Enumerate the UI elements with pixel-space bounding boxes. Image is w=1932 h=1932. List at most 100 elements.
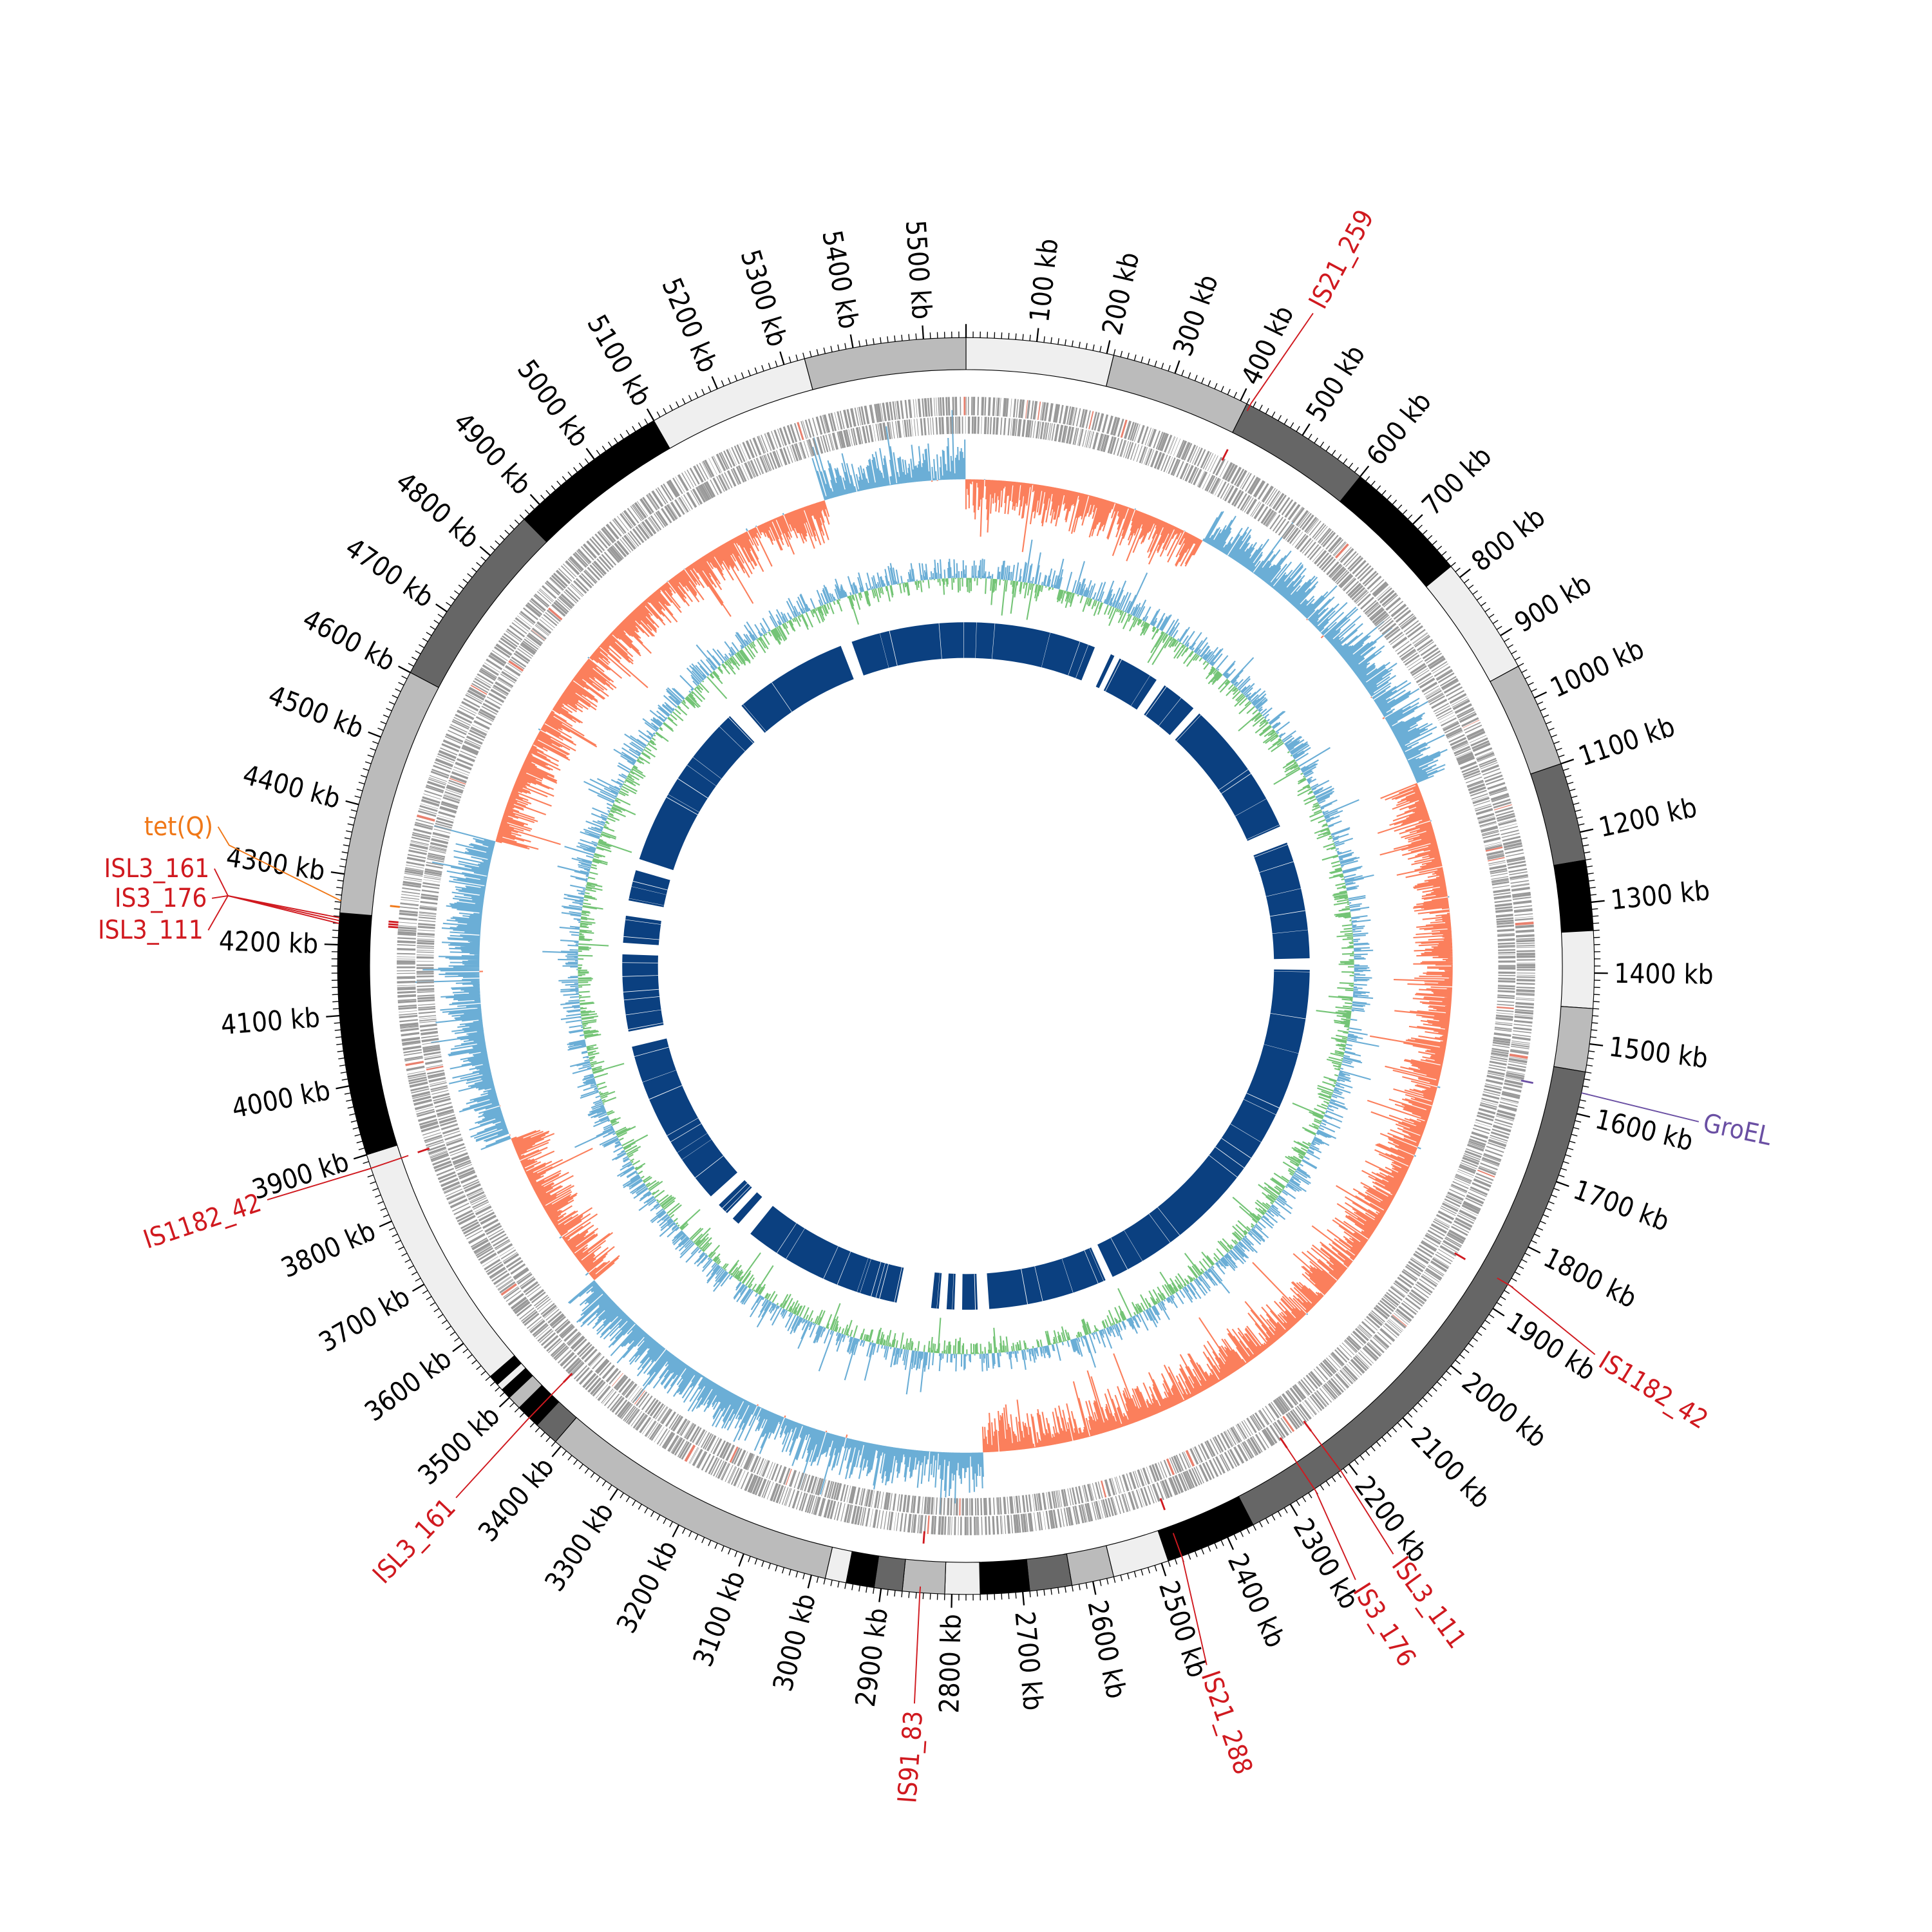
block-gap — [1235, 799, 1267, 817]
minor-tick — [1412, 1407, 1418, 1413]
block-gap — [634, 1046, 669, 1057]
block-gap — [1270, 1013, 1306, 1019]
minor-tick — [480, 1370, 486, 1376]
minor-tick — [360, 775, 367, 778]
minor-tick — [1320, 1484, 1325, 1491]
minor-tick — [1518, 663, 1524, 667]
minor-tick — [775, 1565, 778, 1572]
minor-tick — [837, 1581, 840, 1588]
gc-skew-negative — [412, 410, 1450, 1514]
homology-block — [987, 1247, 1106, 1309]
tick-label: 4800 kb — [390, 466, 486, 554]
minor-tick — [1586, 1065, 1593, 1066]
minor-tick — [688, 1531, 692, 1537]
leader-line — [267, 1155, 409, 1200]
minor-tick — [426, 632, 432, 636]
minor-tick — [1201, 377, 1204, 384]
minor-tick — [388, 1227, 395, 1231]
minor-tick — [1589, 887, 1596, 889]
minor-tick — [1271, 412, 1276, 418]
minor-tick — [356, 1141, 363, 1144]
minor-tick — [620, 433, 624, 440]
tick-label: 3000 kb — [767, 1590, 822, 1694]
minor-tick — [401, 676, 408, 679]
minor-tick — [1057, 338, 1059, 345]
minor-tick — [1588, 880, 1595, 882]
ideogram-segment — [1157, 1495, 1254, 1562]
minor-tick — [551, 1441, 556, 1447]
leader-line — [1581, 1092, 1700, 1122]
major-tick — [1577, 1113, 1591, 1118]
block-gap — [860, 1258, 871, 1293]
minor-tick — [669, 404, 673, 411]
block-gap — [823, 1246, 838, 1279]
minor-tick — [489, 545, 495, 551]
minor-tick — [1524, 676, 1531, 679]
minor-tick — [701, 1537, 705, 1544]
minor-tick — [1120, 1575, 1123, 1582]
minor-tick — [529, 1422, 535, 1428]
minor-tick — [887, 1589, 889, 1596]
minor-tick — [1528, 682, 1534, 686]
minor-tick — [1422, 529, 1428, 535]
minor-tick — [352, 1127, 359, 1130]
minor-tick — [437, 614, 444, 618]
minor-tick — [1376, 1441, 1381, 1447]
minor-tick — [1240, 1531, 1244, 1537]
minor-tick — [601, 1481, 607, 1486]
minor-tick — [1551, 1194, 1557, 1198]
minor-tick — [607, 441, 612, 448]
annotation-label: ISL3_161 — [104, 854, 210, 884]
block-gap — [1034, 1266, 1043, 1302]
minor-tick — [1524, 1253, 1531, 1256]
minor-tick — [1464, 578, 1470, 583]
minor-tick — [1427, 1392, 1433, 1397]
minor-tick — [363, 1160, 369, 1164]
minor-tick — [1459, 1354, 1465, 1359]
major-tick — [1412, 514, 1423, 525]
minor-tick — [422, 638, 428, 642]
minor-tick — [489, 1381, 495, 1387]
minor-tick — [590, 1472, 595, 1478]
minor-tick — [1331, 450, 1336, 456]
minor-tick — [377, 728, 384, 731]
annotation-isl3-111: ISL3_111 — [98, 895, 399, 945]
minor-tick — [545, 1437, 551, 1443]
block-gap — [1264, 1044, 1299, 1054]
minor-tick — [1314, 437, 1318, 444]
minor-tick — [1521, 669, 1528, 673]
minor-tick — [1507, 644, 1513, 649]
minor-tick — [1043, 1589, 1045, 1596]
block-gap — [974, 1274, 976, 1310]
minor-tick — [1441, 551, 1447, 556]
homology-block — [741, 645, 854, 733]
minor-tick — [663, 408, 667, 414]
homology-block — [622, 954, 664, 1032]
minor-tick — [1113, 349, 1116, 355]
block-gap — [1215, 1146, 1245, 1168]
minor-tick — [514, 1407, 520, 1413]
tick-label: 1600 kb — [1592, 1103, 1696, 1157]
minor-tick — [1154, 1565, 1157, 1572]
leader-line — [1311, 1430, 1394, 1555]
minor-tick — [676, 401, 679, 408]
minor-tick — [682, 1528, 686, 1534]
major-tick — [1174, 360, 1180, 374]
block-gap — [692, 757, 722, 779]
minor-tick — [1302, 1496, 1307, 1502]
scale-ticks — [324, 324, 1608, 1608]
feature-mark — [1454, 1252, 1466, 1260]
leader-line — [1246, 312, 1314, 412]
minor-tick — [795, 1571, 799, 1578]
homology-block — [931, 1272, 942, 1309]
minor-tick — [788, 1569, 791, 1576]
minor-tick — [514, 519, 520, 525]
minor-tick — [1531, 1240, 1537, 1244]
feature-mark — [562, 1372, 573, 1383]
minor-tick — [551, 485, 556, 491]
minor-tick — [1556, 748, 1562, 751]
minor-tick — [1365, 476, 1370, 482]
minor-tick — [356, 788, 363, 791]
minor-tick — [1147, 358, 1151, 365]
block-gap — [1061, 1258, 1074, 1293]
